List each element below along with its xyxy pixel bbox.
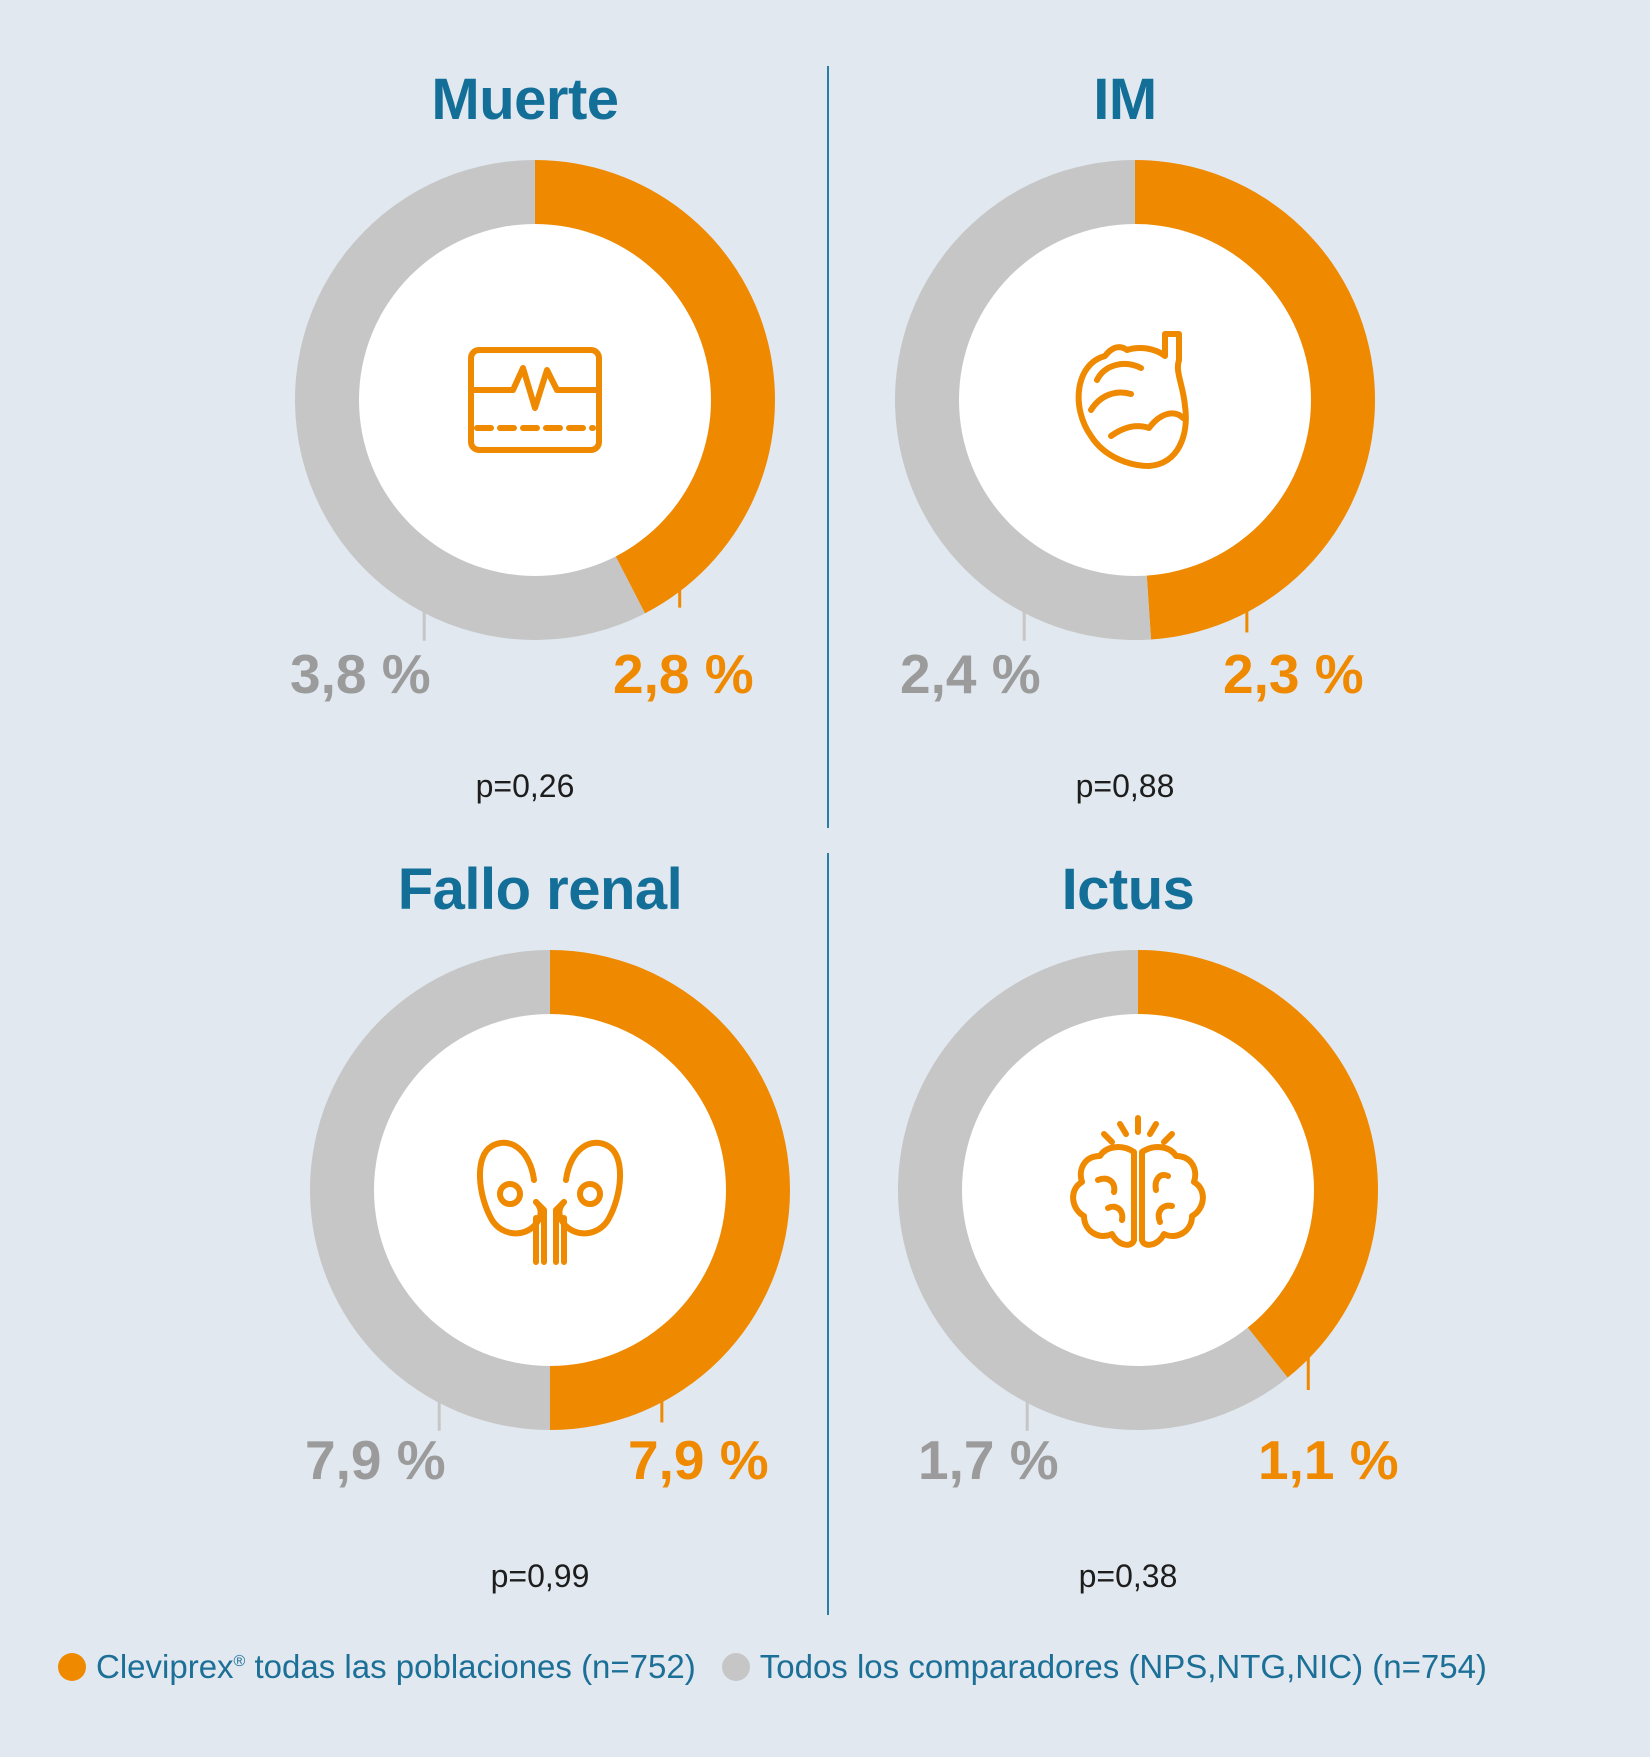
ureters — [533, 1199, 567, 1265]
donut-slices — [898, 950, 1378, 1431]
kidney-pelvis-left — [497, 1181, 523, 1207]
heart-vessels — [1088, 361, 1186, 439]
donut-slices — [309, 950, 790, 1431]
registered-mark: ® — [233, 1653, 246, 1670]
p-value: p=0,99 — [490, 1558, 590, 1594]
panel-title: Fallo renal — [397, 857, 683, 922]
ecg-screen — [468, 347, 602, 453]
panel-title: IM — [1093, 67, 1157, 132]
panel-title: Ictus — [1061, 857, 1195, 922]
donut-slices — [895, 160, 1376, 641]
donut-hole — [959, 224, 1311, 576]
comparator-value-label: 2,4 % — [900, 643, 1041, 705]
panel-ictus: Ictus 1,7 % 1,1 % p=0,38 — [748, 800, 1508, 1594]
donut-chart — [898, 950, 1378, 1431]
brain-right — [1139, 1144, 1206, 1248]
p-value: p=0,38 — [1078, 1558, 1178, 1594]
donut-hole — [962, 1014, 1314, 1366]
cleviprex-value-label: 7,9 % — [628, 1429, 769, 1491]
comparator-value-label: 3,8 % — [290, 643, 431, 705]
p-value: p=0,88 — [1075, 768, 1175, 804]
heart-outline — [1075, 331, 1189, 469]
spark-lines — [1101, 1115, 1175, 1145]
panel-title: Muerte — [431, 67, 619, 132]
cleviprex-value-label: 2,3 % — [1223, 643, 1364, 705]
ecg-monitor-icon — [468, 347, 602, 453]
cleviprex-value-label: 2,8 % — [613, 643, 754, 705]
legend-item-comparators: Todos los comparadores (NPS,NTG,NIC) (n=… — [721, 1648, 1487, 1686]
legend-swatch-cleviprex — [58, 1653, 86, 1681]
panel-fallo-renal: Fallo renal 7,9 % 7,9 % p=0,99 — [160, 800, 920, 1594]
donut-chart — [295, 160, 776, 641]
brain-icon — [1070, 1115, 1206, 1248]
brain-left — [1070, 1144, 1137, 1248]
vertical-divider-top — [827, 66, 829, 828]
panel-im: IM 2,4 % 2,3 % p=0,88 — [745, 10, 1505, 804]
legend-label-comparators: Todos los comparadores (NPS,NTG,NIC) (n=… — [759, 1648, 1487, 1685]
legend-label-cleviprex: Cleviprex® todas las poblaciones (n=752) — [96, 1648, 696, 1685]
kidney-left — [477, 1139, 544, 1237]
kidney-icon — [477, 1139, 623, 1265]
p-value: p=0,26 — [475, 768, 575, 804]
cleviprex-value-label: 1,1 % — [1258, 1429, 1399, 1491]
legend-swatch-comparators — [721, 1653, 750, 1681]
comparator-value-label: 7,9 % — [305, 1429, 446, 1491]
kidney-pelvis-right — [577, 1181, 603, 1207]
comparator-value-label: 1,7 % — [918, 1429, 1059, 1491]
legend: Cleviprex® todas las poblaciones (n=752)… — [58, 1644, 1513, 1690]
panel-muerte: Muerte 3,8 % 2,8 % p=0,26 — [145, 10, 905, 804]
ecg-trace — [468, 365, 602, 411]
legend-item-cleviprex: Cleviprex® todas las poblaciones (n=752) — [58, 1648, 696, 1686]
kidney-right — [556, 1139, 623, 1237]
donut-chart — [309, 950, 790, 1431]
heart-icon — [1075, 331, 1189, 469]
donut-hole — [374, 1014, 726, 1366]
brain-folds — [1095, 1172, 1175, 1225]
vertical-divider-bottom — [827, 853, 829, 1615]
donut-chart — [895, 160, 1376, 641]
